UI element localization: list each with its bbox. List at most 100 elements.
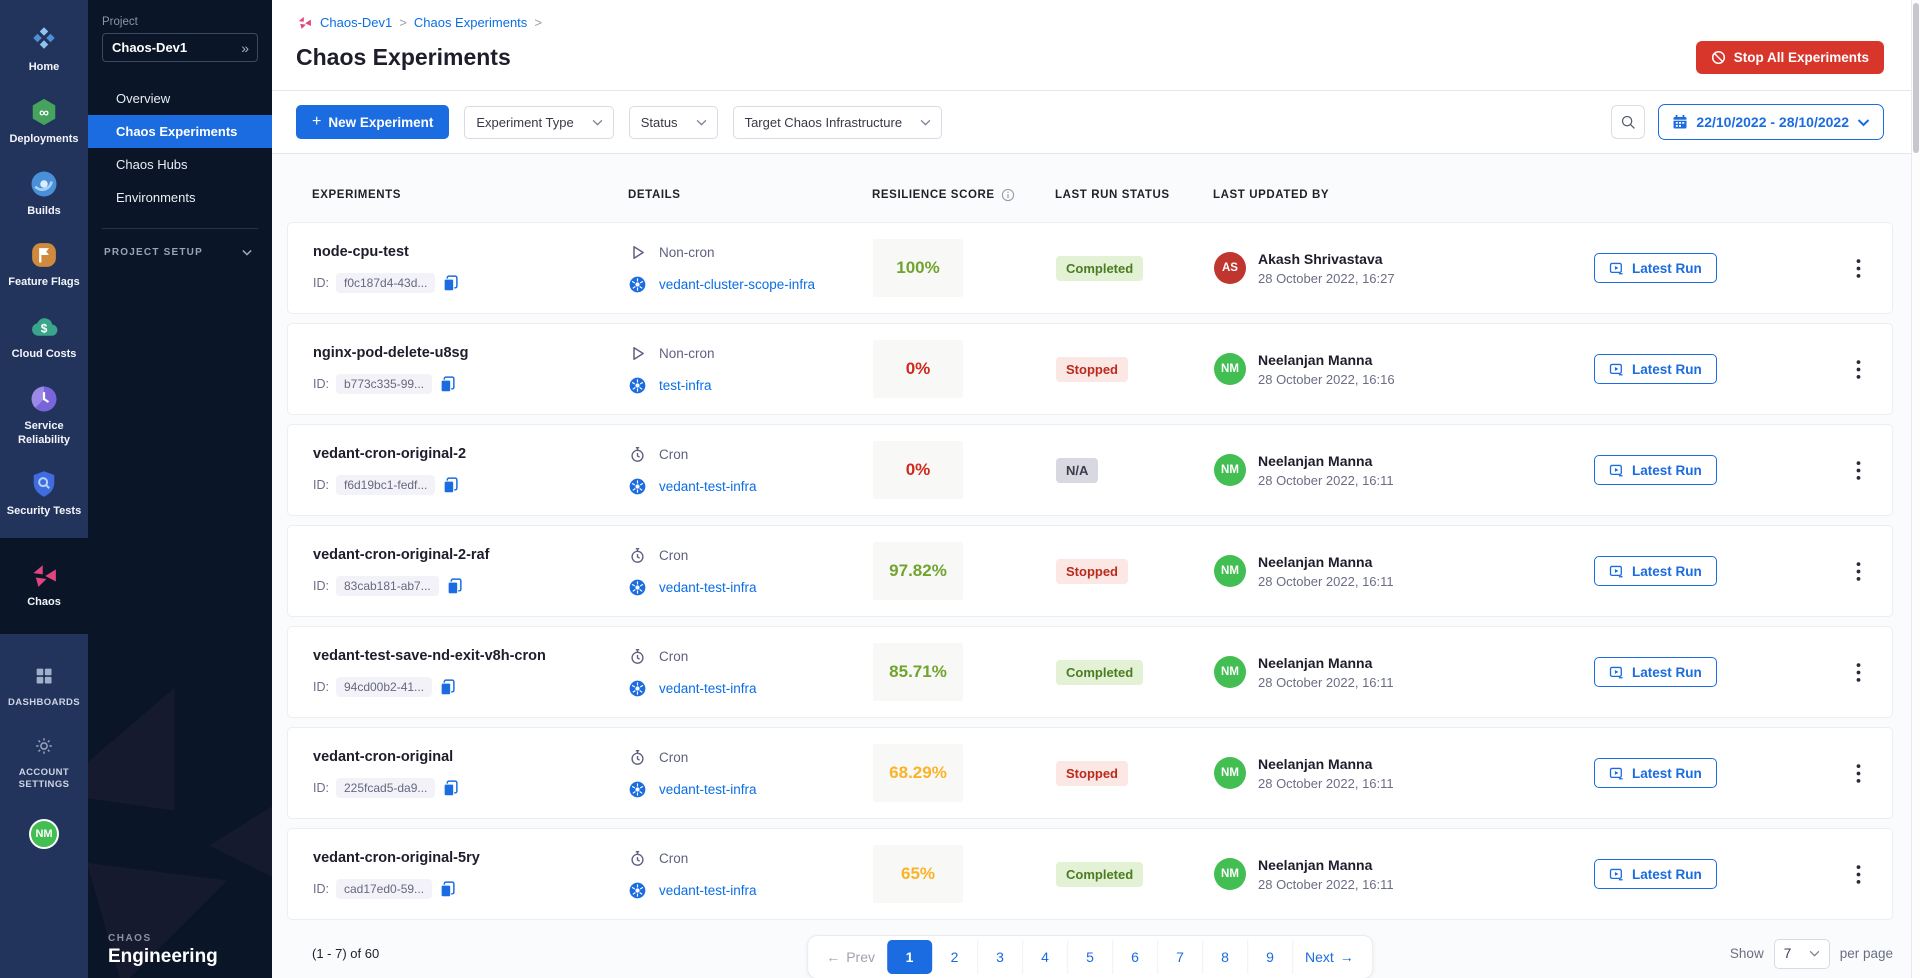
date-range-picker[interactable]: 22/10/2022 - 28/10/2022 [1658, 104, 1884, 140]
infrastructure-link[interactable]: vedant-test-infra [659, 681, 757, 696]
infrastructure-link[interactable]: vedant-cluster-scope-infra [659, 277, 815, 292]
avatar: NM [1214, 454, 1246, 486]
experiment-id: 94cd00b2-41... [336, 677, 432, 697]
copy-id-icon[interactable] [446, 577, 463, 594]
stop-all-experiments-button[interactable]: Stop All Experiments [1696, 41, 1884, 74]
prev-page-button[interactable]: ← Prev [814, 940, 887, 974]
sidebar-item-feature-flags[interactable]: Feature Flags [0, 229, 88, 301]
page-button-2[interactable]: 2 [932, 940, 977, 974]
row-menu-kebab-icon[interactable] [1844, 355, 1872, 383]
id-label: ID: [313, 377, 329, 391]
latest-run-button[interactable]: Latest Run [1594, 556, 1717, 586]
infrastructure-link[interactable]: vedant-test-infra [659, 479, 757, 494]
sidebar-item-deployments[interactable]: ∞ Deployments [0, 86, 88, 158]
sidebar-item-cloud-costs[interactable]: $ Cloud Costs [0, 301, 88, 373]
updated-date: 28 October 2022, 16:27 [1258, 271, 1395, 286]
latest-run-button[interactable]: Latest Run [1594, 657, 1717, 687]
settings-gear-icon [29, 731, 59, 761]
updated-by-name: Neelanjan Manna [1258, 352, 1395, 368]
breadcrumb-project-link[interactable]: Chaos-Dev1 [320, 15, 392, 30]
scrollbar-thumb[interactable] [1913, 3, 1919, 153]
project-nav-chaos-experiments[interactable]: Chaos Experiments [88, 115, 272, 148]
search-button[interactable] [1611, 105, 1645, 139]
page-button-9[interactable]: 9 [1247, 940, 1292, 974]
search-icon [1620, 114, 1636, 130]
experiment-row[interactable]: vedant-test-save-nd-exit-v8h-cron ID: 94… [287, 626, 1893, 718]
next-page-button[interactable]: Next → [1292, 940, 1366, 974]
project-selector[interactable]: Chaos-Dev1 » [102, 33, 258, 62]
latest-run-button[interactable]: Latest Run [1594, 859, 1717, 889]
chevron-down-icon [1857, 114, 1870, 130]
latest-run-button[interactable]: Latest Run [1594, 455, 1717, 485]
copy-id-icon[interactable] [442, 274, 459, 291]
sidebar-item-builds[interactable]: Builds [0, 158, 88, 230]
project-nav-overview[interactable]: Overview [88, 82, 272, 115]
page-button-3[interactable]: 3 [977, 940, 1022, 974]
infrastructure-link[interactable]: vedant-test-infra [659, 782, 757, 797]
filter-target-infrastructure[interactable]: Target Chaos Infrastructure [733, 106, 943, 139]
experiment-row[interactable]: vedant-cron-original-2 ID: f6d19bc1-fedf… [287, 424, 1893, 516]
info-icon[interactable] [1001, 188, 1015, 202]
project-panel: Project Chaos-Dev1 » Overview Chaos Expe… [88, 0, 272, 978]
new-experiment-button[interactable]: + New Experiment [296, 105, 449, 139]
page-size-select[interactable]: 7 [1774, 939, 1830, 969]
expand-panel-icon[interactable]: » [241, 40, 249, 56]
experiment-row[interactable]: node-cpu-test ID: f0c187d4-43d... Non-cr… [287, 222, 1893, 314]
latest-run-button[interactable]: Latest Run [1594, 758, 1717, 788]
pagination-range: (1 - 7) of 60 [312, 946, 379, 961]
latest-run-button[interactable]: Latest Run [1594, 253, 1717, 283]
latest-run-button[interactable]: Latest Run [1594, 354, 1717, 384]
page-size-value: 7 [1784, 946, 1792, 961]
row-menu-kebab-icon[interactable] [1844, 557, 1872, 585]
sidebar-item-dashboards[interactable]: DASHBOARDS [0, 650, 88, 720]
experiment-row[interactable]: nginx-pod-delete-u8sg ID: b773c335-99...… [287, 323, 1893, 415]
page-button-1[interactable]: 1 [887, 940, 932, 974]
page-button-4[interactable]: 4 [1022, 940, 1067, 974]
copy-id-icon[interactable] [439, 678, 456, 695]
page-button-8[interactable]: 8 [1202, 940, 1247, 974]
sidebar-item-chaos[interactable]: Chaos [0, 538, 88, 634]
latest-run-label: Latest Run [1632, 564, 1702, 579]
schedule-type: Cron [659, 750, 688, 765]
latest-run-label: Latest Run [1632, 867, 1702, 882]
experiment-row[interactable]: vedant-cron-original-5ry ID: cad17ed0-59… [287, 828, 1893, 920]
stop-all-experiments-label: Stop All Experiments [1734, 50, 1869, 65]
sidebar-item-service-reliability[interactable]: Service Reliability [0, 373, 88, 459]
copy-id-icon[interactable] [442, 476, 459, 493]
breadcrumb-experiments-link[interactable]: Chaos Experiments [414, 15, 527, 30]
row-menu-kebab-icon[interactable] [1844, 456, 1872, 484]
infrastructure-link[interactable]: vedant-test-infra [659, 883, 757, 898]
vertical-scrollbar[interactable] [1911, 0, 1920, 978]
page-button-6[interactable]: 6 [1112, 940, 1157, 974]
infrastructure-link[interactable]: test-infra [659, 378, 712, 393]
copy-id-icon[interactable] [439, 375, 456, 392]
project-nav-chaos-hubs[interactable]: Chaos Hubs [88, 148, 272, 181]
last-run-status-badge: Stopped [1056, 761, 1128, 786]
per-page-label: per page [1840, 946, 1893, 961]
infrastructure-link[interactable]: vedant-test-infra [659, 580, 757, 595]
row-menu-kebab-icon[interactable] [1844, 658, 1872, 686]
user-avatar[interactable]: NM [29, 819, 59, 849]
copy-id-icon[interactable] [439, 880, 456, 897]
sidebar-item-account-settings[interactable]: ACCOUNT SETTINGS [0, 720, 88, 802]
project-setup-toggle[interactable]: PROJECT SETUP [88, 229, 272, 258]
page-button-7[interactable]: 7 [1157, 940, 1202, 974]
non-cron-play-icon [629, 345, 646, 362]
filter-experiment-type[interactable]: Experiment Type [464, 106, 613, 139]
filter-experiment-type-label: Experiment Type [476, 115, 573, 130]
sidebar-item-security-tests[interactable]: Security Tests [0, 458, 88, 530]
copy-id-icon[interactable] [442, 779, 459, 796]
table-header-row: EXPERIMENTS DETAILS RESILIENCE SCORE LAS… [287, 154, 1893, 222]
filter-status[interactable]: Status [629, 106, 718, 139]
sidebar-item-home[interactable]: Home [0, 14, 88, 86]
row-menu-kebab-icon[interactable] [1844, 759, 1872, 787]
project-nav-environments[interactable]: Environments [88, 181, 272, 214]
page-button-5[interactable]: 5 [1067, 940, 1112, 974]
service-reliability-icon [29, 384, 59, 414]
row-menu-kebab-icon[interactable] [1844, 254, 1872, 282]
date-range-value: 22/10/2022 - 28/10/2022 [1696, 114, 1849, 130]
experiment-row[interactable]: vedant-cron-original-2-raf ID: 83cab181-… [287, 525, 1893, 617]
row-menu-kebab-icon[interactable] [1844, 860, 1872, 888]
chaos-infrastructure-icon [629, 276, 646, 293]
experiment-row[interactable]: vedant-cron-original ID: 225fcad5-da9...… [287, 727, 1893, 819]
